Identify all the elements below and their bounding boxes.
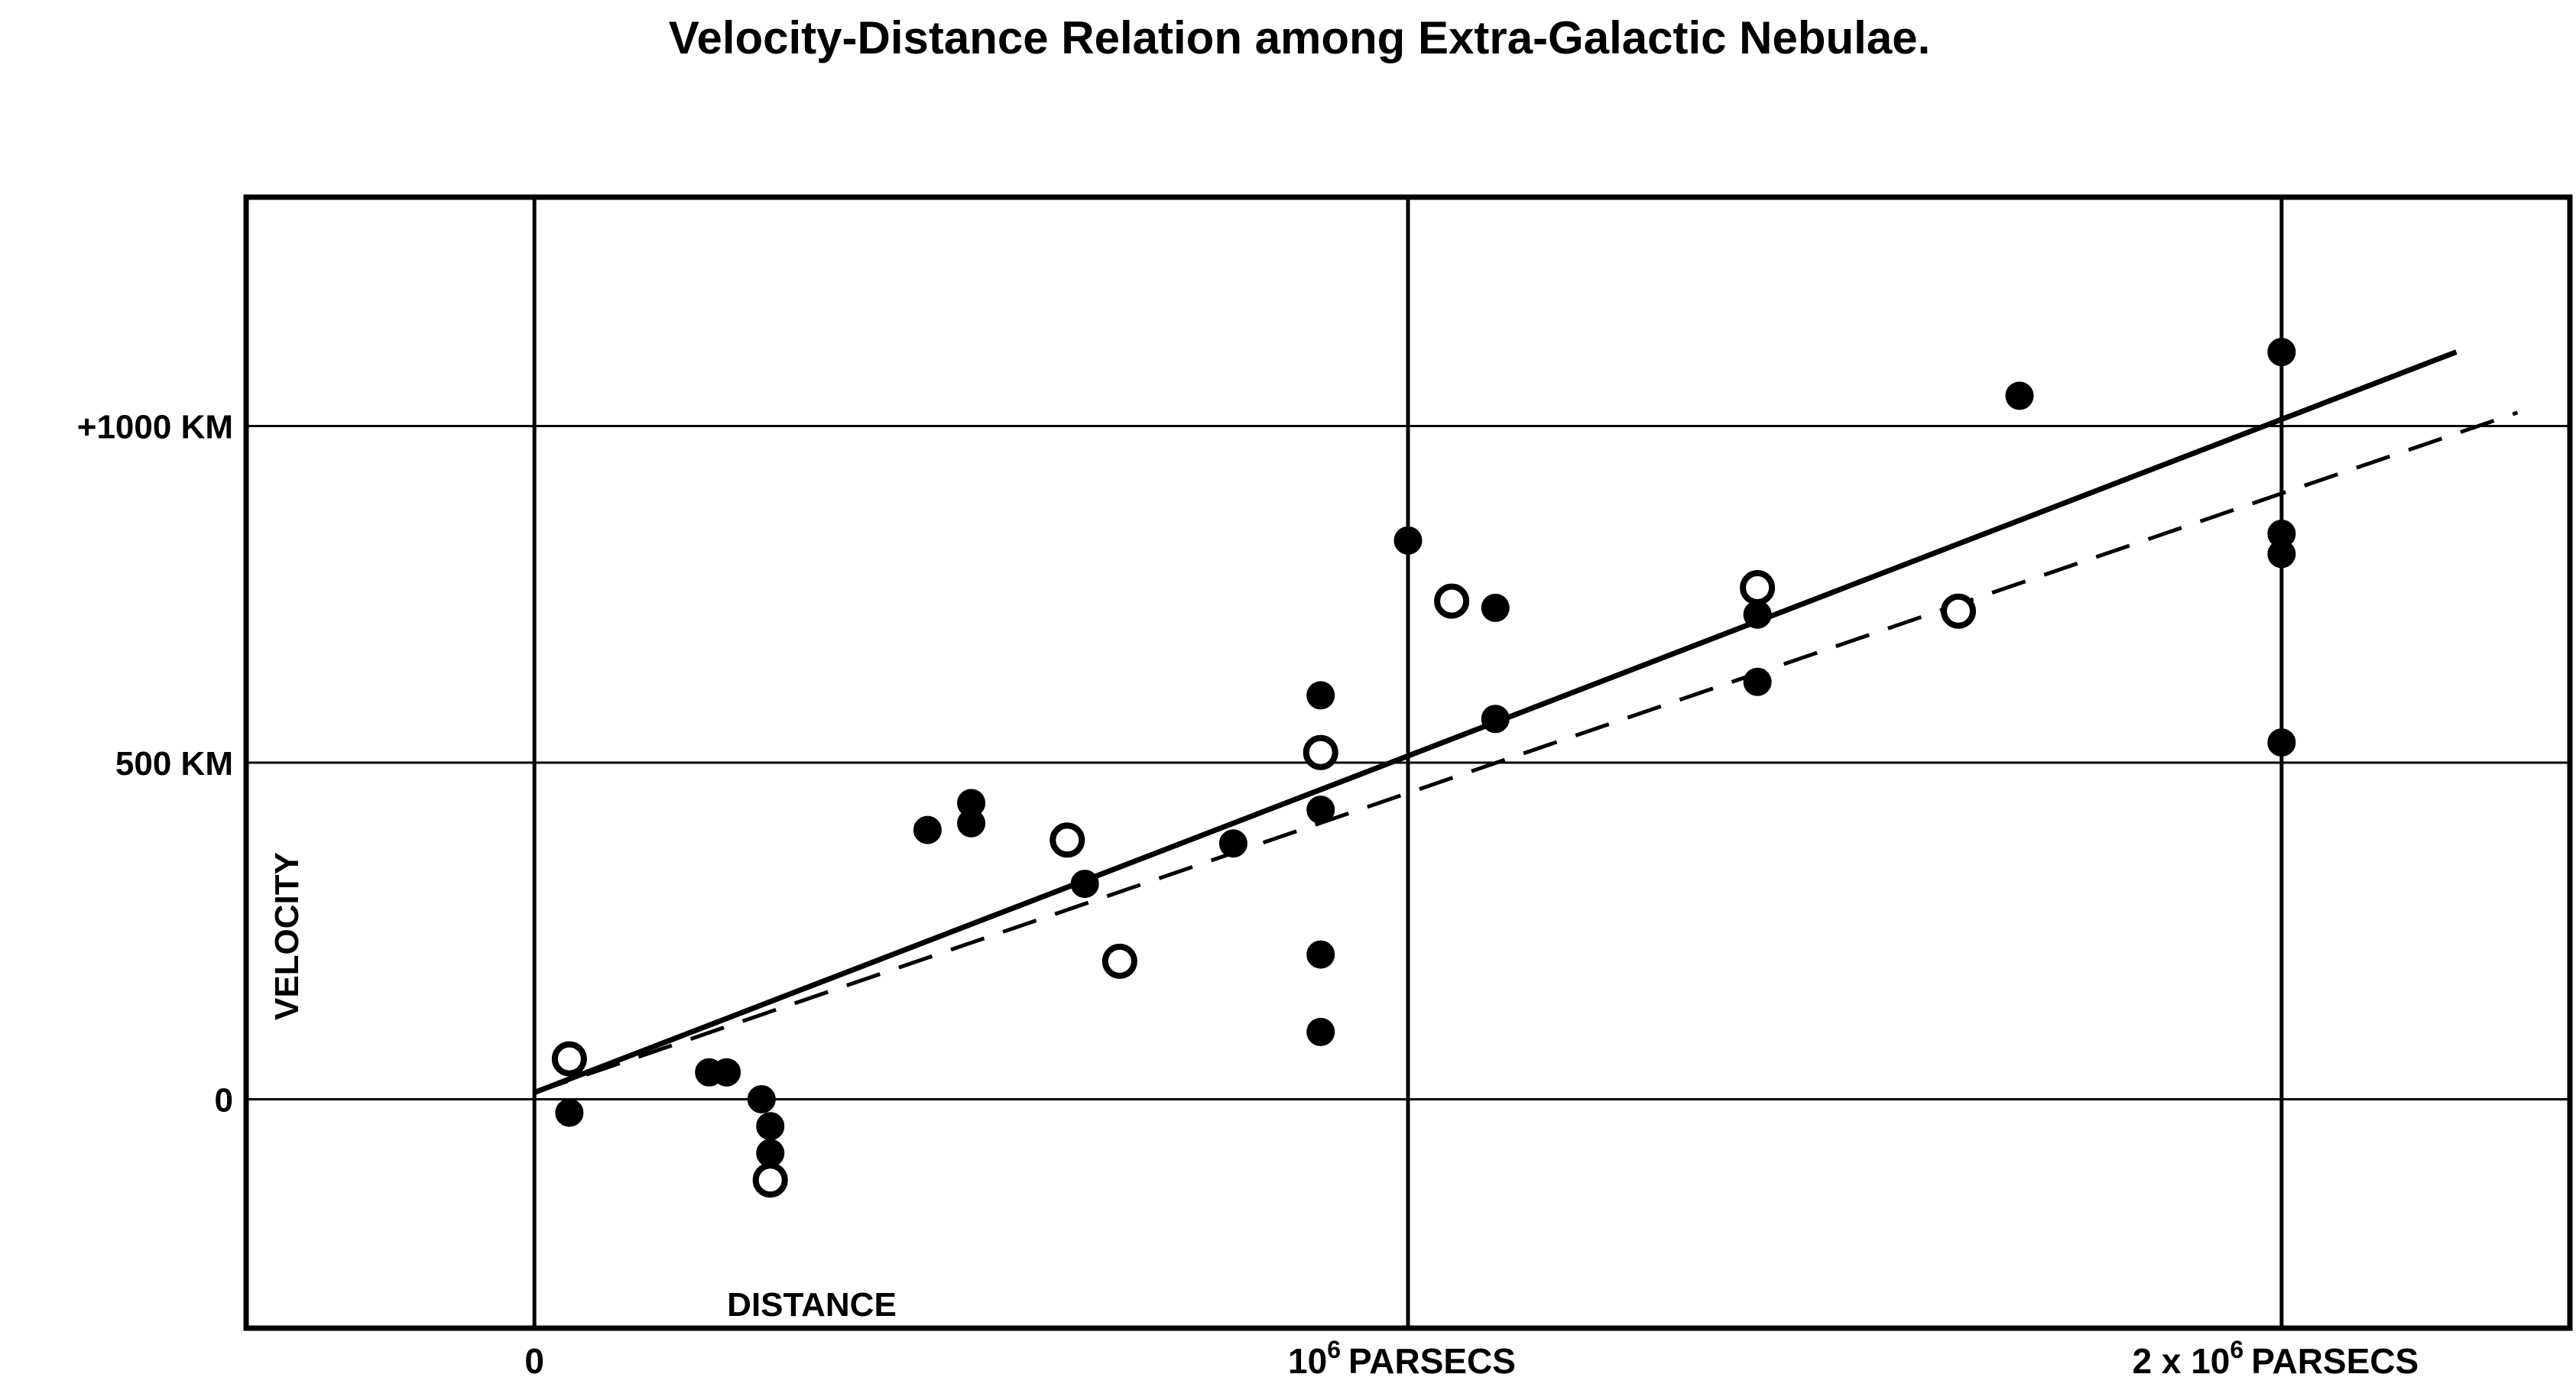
chart-title: Velocity-Distance Relation among Extra-G… bbox=[669, 12, 1931, 63]
filled-data-point-13 bbox=[1306, 940, 1335, 969]
filled-data-point-19 bbox=[1743, 600, 1772, 629]
filled-data-point-17 bbox=[1481, 705, 1510, 734]
tick-labels: 0 500 KM +1000 KM 0 106 PARSECS 2 x 106 PARSECS bbox=[77, 409, 2419, 1381]
filled-data-point-0 bbox=[555, 1098, 584, 1127]
filled-data-point-9 bbox=[1070, 870, 1099, 899]
open-data-point-3 bbox=[1101, 943, 1137, 979]
y-tick-label-0: 0 bbox=[215, 1081, 233, 1119]
x-tick-label-0: 0 bbox=[524, 1341, 544, 1381]
open-data-point-5 bbox=[1434, 583, 1470, 619]
y-tick-label-2: +1000 KM bbox=[77, 409, 233, 446]
fit-lines bbox=[533, 349, 2519, 1095]
filled-data-point-23 bbox=[2267, 540, 2296, 569]
grid-lines bbox=[246, 197, 2570, 1328]
data-points bbox=[551, 338, 2296, 1198]
filled-data-point-14 bbox=[1306, 1017, 1335, 1046]
open-data-point-6 bbox=[1740, 569, 1776, 605]
y-axis-label: VELOCITY bbox=[268, 852, 306, 1020]
open-data-point-7 bbox=[1941, 593, 1976, 629]
open-data-point-2 bbox=[1050, 822, 1085, 858]
filled-data-point-21 bbox=[2267, 338, 2296, 367]
open-data-point-0 bbox=[551, 1041, 587, 1077]
filled-data-point-3 bbox=[747, 1084, 776, 1113]
filled-data-point-20 bbox=[2005, 381, 2034, 410]
x-tick-label-1: 106 PARSECS bbox=[1288, 1336, 1516, 1381]
filled-data-point-2 bbox=[712, 1058, 741, 1087]
open-data-point-4 bbox=[1303, 734, 1338, 770]
filled-data-point-4 bbox=[756, 1112, 785, 1141]
y-tick-label-1: 500 KM bbox=[115, 745, 233, 783]
dashed-fit-line bbox=[534, 410, 2519, 1095]
filled-data-point-11 bbox=[1306, 681, 1335, 710]
filled-data-point-12 bbox=[1306, 796, 1335, 825]
x-tick-label-2: 2 x 106 PARSECS bbox=[2133, 1336, 2419, 1381]
filled-data-point-24 bbox=[2267, 728, 2296, 757]
x-axis-label: DISTANCE bbox=[727, 1286, 897, 1324]
filled-data-point-8 bbox=[957, 809, 986, 838]
filled-data-point-18 bbox=[1743, 667, 1772, 696]
filled-data-point-5 bbox=[756, 1139, 785, 1168]
open-data-point-1 bbox=[752, 1162, 788, 1198]
filled-data-point-6 bbox=[913, 815, 942, 844]
filled-data-point-15 bbox=[1393, 526, 1423, 555]
filled-data-point-10 bbox=[1218, 829, 1247, 858]
filled-data-point-16 bbox=[1481, 593, 1510, 622]
